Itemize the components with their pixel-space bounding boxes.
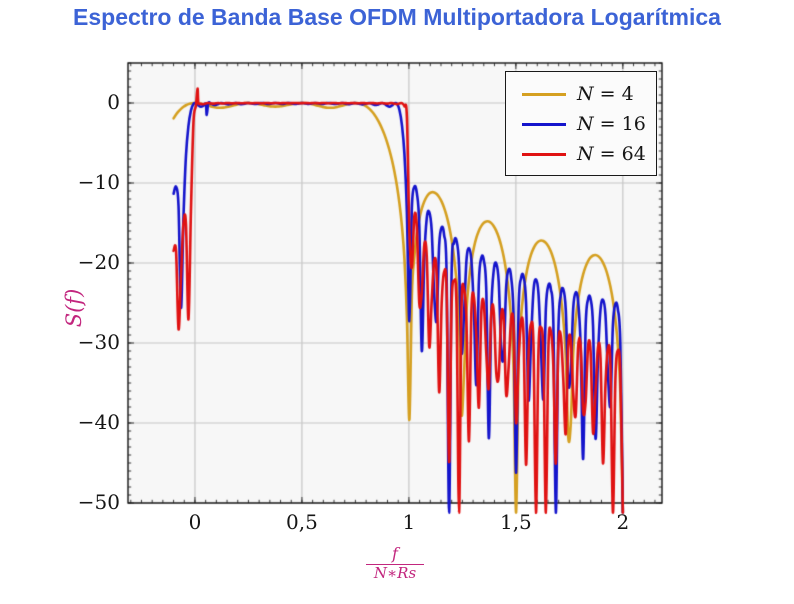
y-tick-label: −40 xyxy=(77,410,120,434)
legend-item-label: N = 64 xyxy=(577,143,646,165)
x-axis-label-denominator: N∗Rs xyxy=(373,563,417,582)
x-tick-label: 0,5 xyxy=(286,510,318,534)
fraction-bar xyxy=(366,563,424,565)
legend-line-swatch xyxy=(522,152,566,156)
legend-item: N = 16 xyxy=(506,109,656,139)
x-tick-label: 2 xyxy=(616,510,630,534)
x-axis-label: f N∗Rs xyxy=(355,544,435,582)
legend-line-swatch xyxy=(522,122,566,126)
x-tick-label: 1,5 xyxy=(499,510,532,534)
legend-box: N = 4 N = 16 N = 64 xyxy=(505,71,657,176)
y-tick-label: −10 xyxy=(77,170,120,194)
legend-item-label: N = 4 xyxy=(577,83,634,105)
x-axis-label-numerator: f xyxy=(392,544,398,563)
legend-item: N = 64 xyxy=(506,139,656,169)
y-tick-label: −30 xyxy=(77,330,120,354)
y-tick-label: 0 xyxy=(107,90,120,114)
y-tick-label: −20 xyxy=(77,250,120,274)
y-tick-label: −50 xyxy=(77,490,120,514)
legend-item: N = 4 xyxy=(506,79,656,109)
legend-line-swatch xyxy=(522,92,566,96)
x-tick-label: 0 xyxy=(188,510,202,534)
x-tick-label: 1 xyxy=(402,510,416,534)
legend-item-label: N = 16 xyxy=(577,113,646,135)
